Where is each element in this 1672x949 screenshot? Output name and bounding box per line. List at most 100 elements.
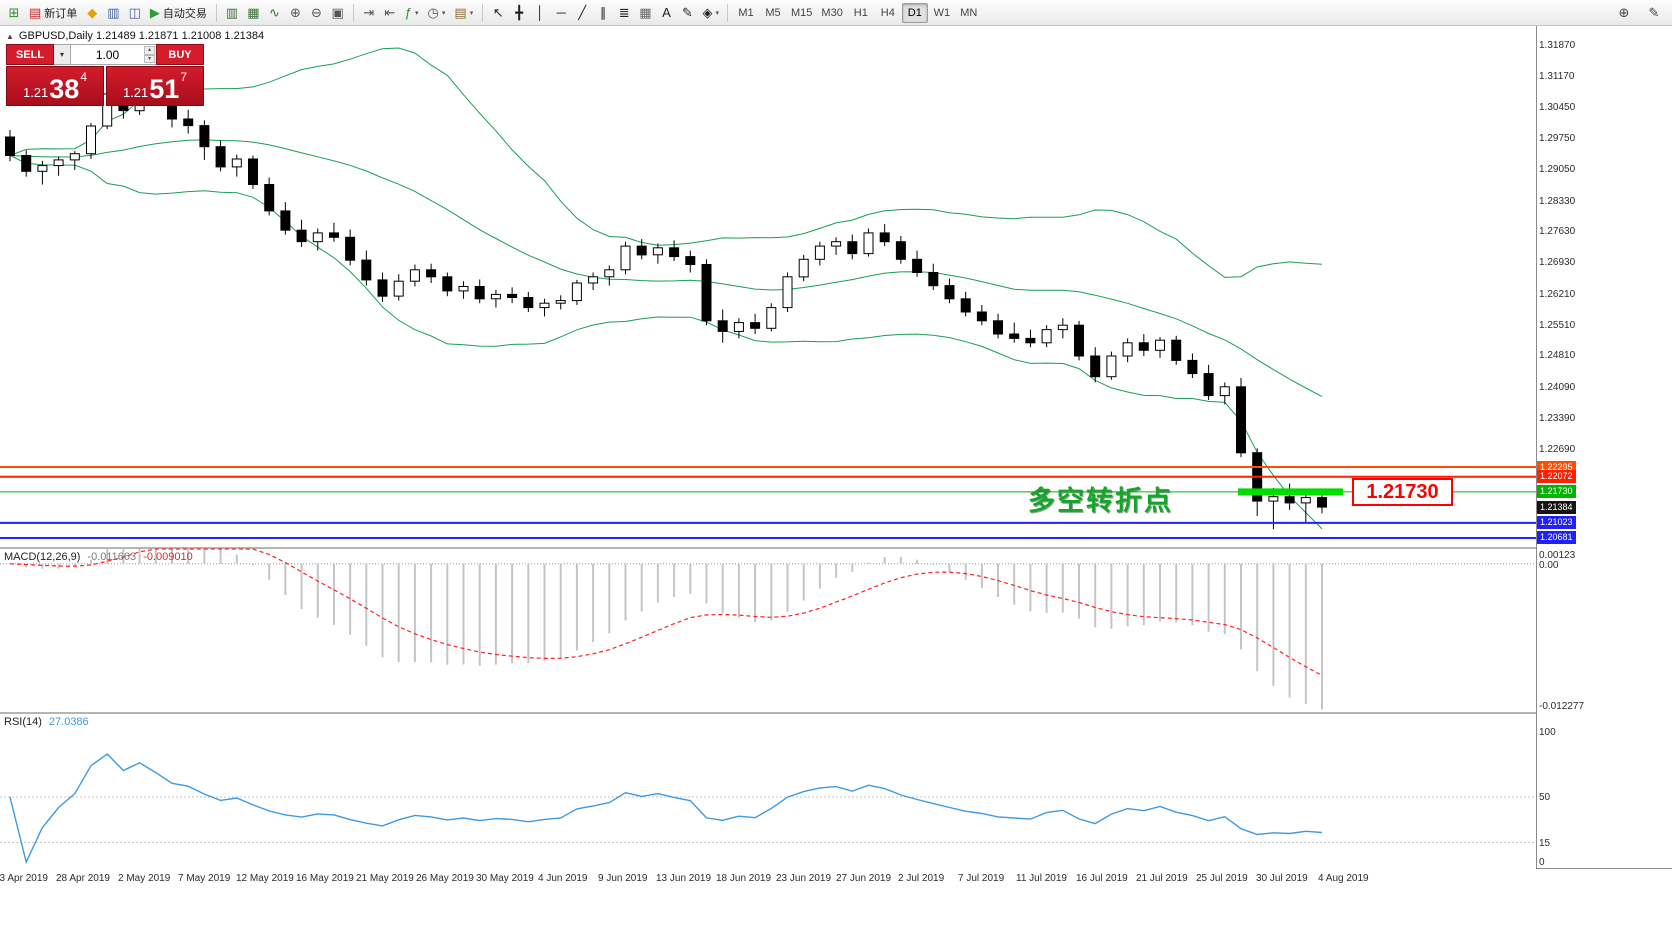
macd-value-main: -0.011663	[87, 551, 137, 563]
toolbar: ⊞ ▤ 新订单 ◆ ▥ ◫ ▶ 自动交易 ▥ ▦ ∿ ⊕ ⊖ ▣ ⇥ ⇤ ƒ ▾ ◷ ▾ ▤ ▾ ↖ ╋ │ ─ ╱ ∥ ≣ ▦ A ✎ ◈ ▾ …	[0, 0, 1672, 26]
chart-shift-icon[interactable]: ⇤	[380, 3, 400, 23]
buy-price-sup: 7	[180, 70, 188, 84]
price-tick: 1.22690	[1539, 443, 1576, 455]
date-tick: 13 Jun 2019	[656, 873, 712, 884]
sell-price-button[interactable]: 1.21 38 4	[6, 66, 104, 106]
date-tick: 21 Jul 2019	[1136, 873, 1188, 884]
tile-windows-icon[interactable]: ▣	[327, 3, 347, 23]
bull-bear-turning-point-annotation[interactable]: 多空转折点	[1028, 486, 1173, 516]
new-order-button[interactable]: ▤ 新订单	[25, 3, 81, 23]
timeframe-M1[interactable]: M1	[738, 6, 754, 19]
bollinger-bands	[9, 47, 1323, 530]
market-watch-icon: ▥	[107, 5, 120, 20]
rsi-value: 27.0386	[48, 716, 89, 728]
chart-symbol-ohlc: ▲ GBPUSD,Daily 1.21489 1.21871 1.21008 1.…	[6, 30, 264, 42]
search-icon[interactable]: ⊕	[1618, 5, 1630, 20]
timeframe-W1[interactable]: W1	[933, 6, 951, 19]
line-chart-icon: ∿	[269, 5, 280, 20]
price-badge-1.21023: 1.21023	[1537, 516, 1576, 530]
edit-icon[interactable]: ✎	[1648, 5, 1660, 20]
auto-trading-button-label: 自动交易	[162, 7, 207, 20]
toolbar-separator	[482, 3, 484, 22]
timeframe-H4[interactable]: H4	[880, 6, 895, 19]
volume-input[interactable]	[71, 47, 156, 62]
channel-icon: ∥	[599, 5, 607, 20]
date-tick: 7 Jul 2019	[958, 873, 1005, 884]
timeframe-MN[interactable]: MN	[960, 6, 978, 19]
price-axis[interactable]: 1.31870 1.31170 1.30450 1.29750 1.29050 1.283…	[1537, 26, 1671, 890]
cursor-icon[interactable]: ↖	[488, 3, 508, 23]
fibonacci-icon[interactable]: ≣	[614, 3, 634, 23]
new-chart-icon[interactable]: ⊞	[4, 3, 24, 23]
toolbar-separator	[352, 3, 354, 22]
collapse-marker-icon[interactable]: ▲	[6, 32, 14, 41]
timeframe-D1[interactable]: D1	[901, 2, 928, 23]
auto-scroll-icon: ⇥	[363, 5, 375, 20]
zoom-in-icon[interactable]: ⊕	[285, 3, 305, 23]
bar-chart-icon[interactable]: ▥	[222, 3, 242, 23]
templates-icon[interactable]: ▤ ▾	[450, 3, 477, 23]
price-callout-box[interactable]: 1.21730	[1352, 478, 1453, 506]
volume-field: ▴ ▾	[71, 44, 156, 65]
auto-scroll-icon[interactable]: ⇥	[359, 3, 379, 23]
date-tick: 26 May 2019	[416, 873, 474, 884]
timeframe-H1[interactable]: H1	[853, 6, 868, 19]
hline-highlight-segment[interactable]	[1238, 488, 1343, 496]
indicators-icon[interactable]: ƒ ▾	[401, 3, 423, 23]
line-chart-icon[interactable]: ∿	[264, 3, 284, 23]
shapes-icon[interactable]: ◈ ▾	[699, 3, 724, 23]
macd-value-signal: -0.009010	[143, 551, 193, 563]
auto-trading-button[interactable]: ▶ 自动交易	[146, 3, 211, 23]
text-icon[interactable]: A	[657, 3, 677, 23]
zoom-out-icon[interactable]: ⊖	[306, 3, 326, 23]
date-tick: 16 Jul 2019	[1076, 873, 1128, 884]
price-tick: 1.31870	[1539, 40, 1576, 51]
channel-icon[interactable]: ∥	[593, 3, 613, 23]
price-badge-1.22072: 1.22072	[1537, 470, 1576, 484]
trendline-icon[interactable]: ╱	[572, 3, 592, 23]
pane-separator[interactable]	[0, 712, 1536, 714]
price-badge-1.21384: 1.21384	[1537, 500, 1576, 514]
date-tick: 30 May 2019	[476, 873, 534, 884]
alerts-icon[interactable]: ◆	[82, 3, 102, 23]
volume-spinner: ▴ ▾	[144, 46, 155, 63]
volume-down-icon[interactable]: ▾	[144, 54, 155, 63]
timeframe-M30[interactable]: M30	[821, 6, 843, 19]
buy-price-button[interactable]: 1.21 51 7	[106, 66, 204, 106]
periods-icon[interactable]: ◷ ▾	[424, 3, 450, 23]
volume-up-icon[interactable]: ▴	[144, 46, 155, 55]
timeframe-M5[interactable]: M5	[765, 6, 781, 19]
price-tick: 1.29750	[1539, 133, 1576, 145]
sell-button[interactable]: SELL	[6, 44, 54, 65]
label-icon: ✎	[682, 5, 693, 20]
date-tick: 11 Jul 2019	[1016, 873, 1067, 884]
label-icon[interactable]: ✎	[678, 3, 698, 23]
date-tick: 4 Jun 2019	[538, 873, 588, 884]
horizontal-line-icon[interactable]: ─	[551, 3, 571, 23]
price-tick: 1.31170	[1539, 70, 1575, 82]
toolbar-right: ⊕ ✎	[1614, 3, 1664, 23]
order-type-dropdown[interactable]: ▾	[54, 44, 71, 65]
candles-series	[5, 74, 1327, 530]
zoom-out-icon: ⊖	[311, 5, 322, 20]
candlestick-icon[interactable]: ▦	[243, 3, 263, 23]
rsi-title: RSI(14)	[4, 716, 42, 728]
terminal-icon: ◫	[128, 5, 141, 20]
grid-icon[interactable]: ▦	[635, 3, 655, 23]
terminal-icon[interactable]: ◫	[125, 3, 145, 23]
timeframe-M15[interactable]: M15	[791, 6, 813, 19]
price-tick: 1.26930	[1539, 257, 1576, 269]
buy-button[interactable]: BUY	[156, 44, 204, 65]
date-axis[interactable]: 23 Apr 2019 28 Apr 2019 2 May 2019 7 May 20…	[0, 868, 1536, 890]
pane-separator[interactable]	[0, 547, 1536, 549]
toolbar-groups: ⊞ ▤ 新订单 ◆ ▥ ◫ ▶ 自动交易 ▥ ▦ ∿ ⊕ ⊖ ▣ ⇥ ⇤ ƒ ▾ ◷ ▾ ▤ ▾ ↖ ╋ │ ─ ╱ ∥ ≣ ▦ A ✎ ◈ ▾	[4, 3, 723, 23]
crosshair-icon[interactable]: ╋	[509, 3, 529, 23]
indicators-icon: ƒ	[404, 5, 413, 20]
date-tick: 27 Jun 2019	[836, 873, 892, 884]
text-icon: A	[662, 5, 671, 20]
macd-indicator-label: MACD(12,26,9) -0.011663 -0.009010	[4, 551, 193, 563]
vertical-line-icon[interactable]: │	[530, 3, 550, 23]
market-watch-icon[interactable]: ▥	[103, 3, 123, 23]
